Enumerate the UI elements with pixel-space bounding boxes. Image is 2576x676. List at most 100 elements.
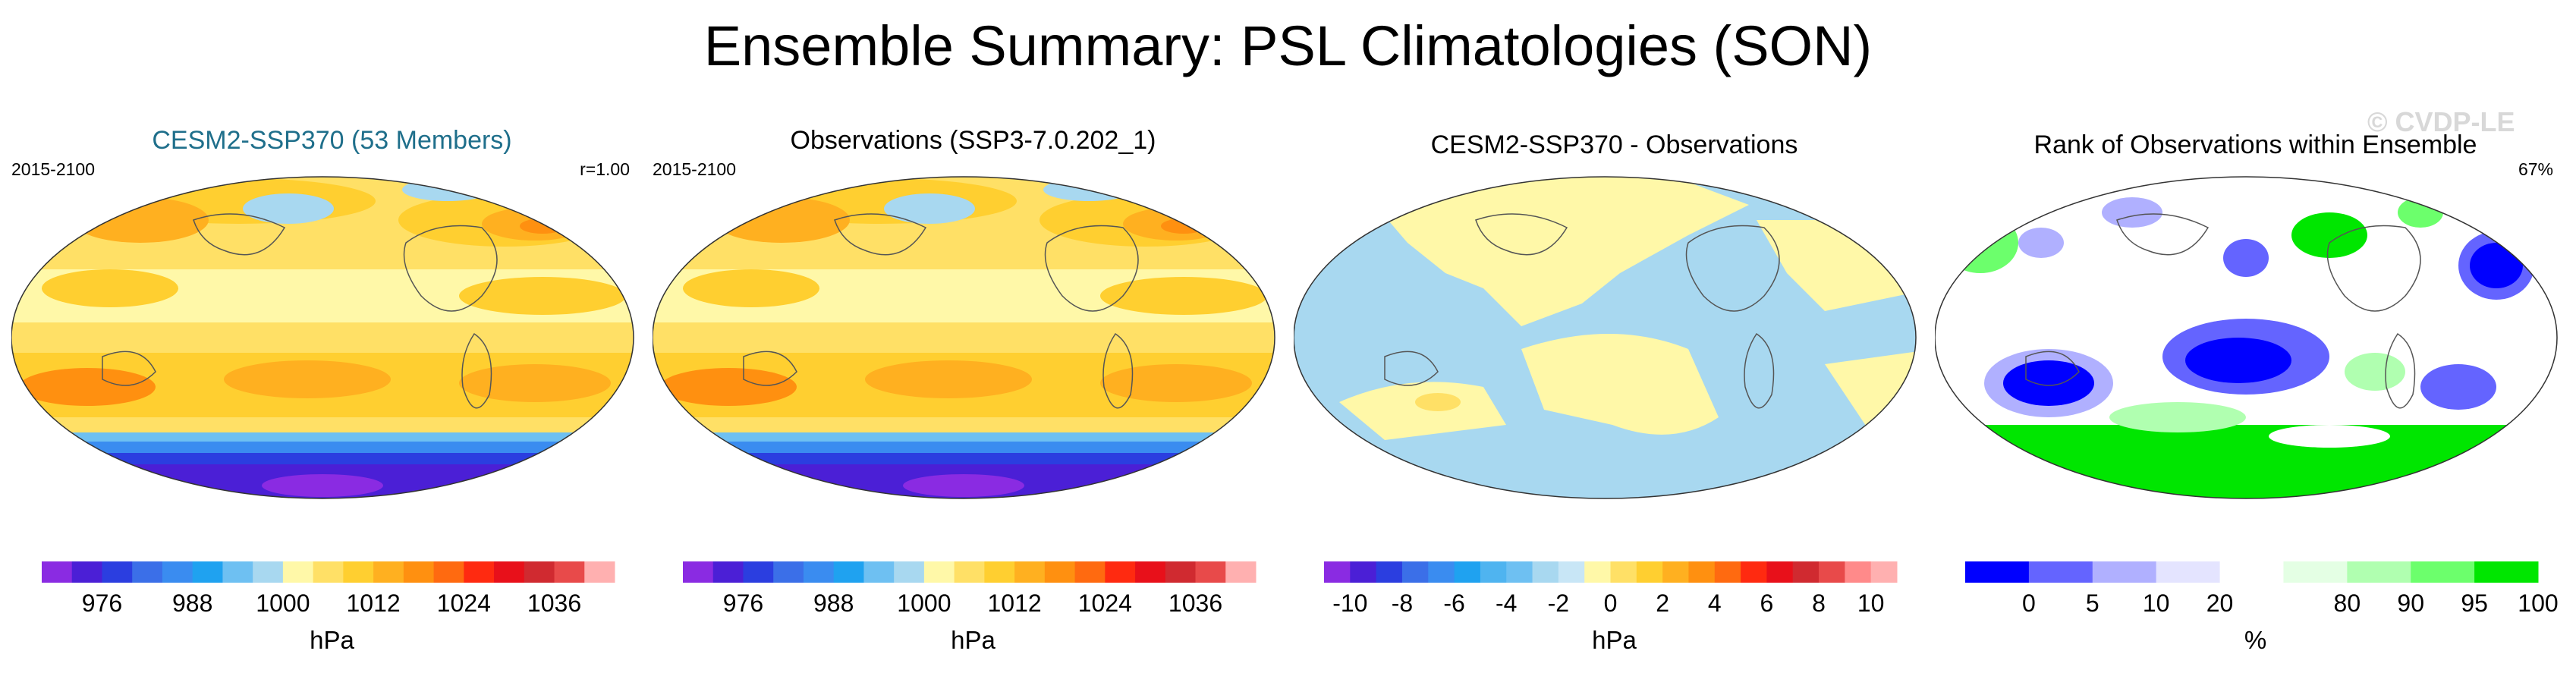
main-title: Ensemble Summary: PSL Climatologies (SON…: [703, 14, 1873, 77]
colorbar-swatch: [2092, 561, 2157, 583]
colorbar-swatch: [1636, 561, 1663, 583]
colorbar-tick-label: 10: [2143, 590, 2170, 617]
colorbar-tick-label: 1000: [897, 590, 951, 617]
colorbar-swatch: [2219, 561, 2284, 583]
colorbar-label: hPa: [310, 626, 354, 654]
correlation-label: r=1.00: [580, 159, 630, 179]
colorbar-swatch: [524, 561, 555, 583]
colorbar-swatch: [222, 561, 253, 583]
colorbar-swatch: [71, 561, 102, 583]
colorbar-swatch: [1766, 561, 1794, 583]
percent-label: 67%: [2518, 159, 2553, 179]
colorbar-swatch: [554, 561, 585, 583]
colorbar-swatch: [1165, 561, 1197, 583]
colorbar-swatch: [584, 561, 615, 583]
colorbar-swatch: [2156, 561, 2221, 583]
colorbar-tick-label: 1012: [347, 590, 401, 617]
colorbar-swatch: [1324, 561, 1351, 583]
colorbar-swatch: [923, 561, 955, 583]
colorbar-swatch: [1870, 561, 1898, 583]
psl-map: [11, 176, 634, 499]
colorbar-tick-label: 5: [2086, 590, 2099, 617]
colorbar-swatch: [1480, 561, 1507, 583]
colorbar-swatch: [773, 561, 804, 583]
colorbar-tick-label: 0: [1604, 590, 1618, 617]
colorbar-swatch: [313, 561, 344, 583]
colorbar-tick-label: 988: [172, 590, 212, 617]
period-label: 2015-2100: [11, 159, 95, 179]
colorbar-tick-label: 10: [1857, 590, 1885, 617]
colorbar-swatch: [42, 561, 73, 583]
colorbar-label: %: [2244, 626, 2267, 654]
colorbar-swatch: [1225, 561, 1257, 583]
colorbar-swatch: [1506, 561, 1533, 583]
colorbar-swatch: [1741, 561, 1767, 583]
colorbar-swatch: [464, 561, 495, 583]
panel-difference: CESM2-SSP370 - Observations -10 -8 -6 -4 -2 0…: [1294, 114, 1935, 676]
colorbar-swatch: [102, 561, 133, 583]
panel-observations: Observations (SSP3-7.0.202_1) 2015-2100: [653, 114, 1294, 676]
colorbar-swatch: [1532, 561, 1559, 583]
colorbar-label: hPa: [951, 626, 995, 654]
colorbar-swatch: [743, 561, 774, 583]
colorbar-swatch: [403, 561, 435, 583]
colorbar-swatch: [1135, 561, 1166, 583]
colorbar-tick-label: 20: [2206, 590, 2234, 617]
colorbar-swatch: [712, 561, 744, 583]
colorbar-tick-label: 2: [1656, 590, 1669, 617]
colorbar-tick-label: 95: [2461, 590, 2488, 617]
colorbar-swatch: [1401, 561, 1429, 583]
colorbar-swatch: [373, 561, 404, 583]
colorbar-swatch: [1376, 561, 1403, 583]
colorbar-swatch: [2283, 561, 2348, 583]
colorbar-swatch: [954, 561, 985, 583]
colorbar-swatch: [343, 561, 374, 583]
colorbar-swatch: [1195, 561, 1226, 583]
panel-rank: Rank of Observations within Ensemble 67%: [1935, 114, 2576, 676]
watermark: © CVDP-LE: [2367, 106, 2515, 137]
colorbar-tick-label: -4: [1496, 590, 1517, 617]
colorbar-swatch: [894, 561, 925, 583]
colorbar-swatch: [683, 561, 714, 583]
colorbar-tick-label: 988: [813, 590, 854, 617]
colorbar-tick-label: -2: [1548, 590, 1569, 617]
colorbar-tick-label: 1000: [256, 590, 310, 617]
colorbar-tick-label: 1012: [988, 590, 1042, 617]
colorbar-swatch: [1428, 561, 1455, 583]
colorbar-tick-label: 90: [2397, 590, 2424, 617]
colorbar-swatch: [494, 561, 525, 583]
colorbar: -10 -8 -6 -4 -2 0 2 4 6 8 10: [1324, 561, 1898, 617]
colorbar-tick-label: 976: [82, 590, 122, 617]
colorbar-swatch: [1714, 561, 1741, 583]
colorbar-swatch: [1688, 561, 1716, 583]
colorbar-swatch: [1105, 561, 1136, 583]
colorbar-tick-label: 0: [2022, 590, 2036, 617]
colorbar: 976 988 1000 1012 1024 1036: [42, 561, 615, 617]
colorbar-swatch: [1014, 561, 1046, 583]
colorbar-tick-label: 100: [2518, 590, 2558, 617]
colorbar-swatch: [433, 561, 464, 583]
colorbar-tick-label: -10: [1332, 590, 1367, 617]
colorbar-swatch: [2347, 561, 2411, 583]
colorbar-swatch: [2474, 561, 2539, 583]
colorbar-label: hPa: [1592, 626, 1637, 654]
colorbar-swatch: [162, 561, 193, 583]
colorbar-tick-label: -6: [1443, 590, 1464, 617]
panel-title: CESM2-SSP370 - Observations: [1430, 130, 1798, 159]
panel-title: Rank of Observations within Ensemble: [2033, 130, 2477, 159]
colorbar-tick-label: 4: [1708, 590, 1722, 617]
panel-ensemble-mean: CESM2-SSP370 (53 Members) 2015-2100 r=1.…: [11, 114, 653, 676]
colorbar-tick-label: 1036: [1168, 590, 1222, 617]
colorbar-tick-label: 976: [723, 590, 763, 617]
colorbar-tick-label: 1036: [527, 590, 581, 617]
colorbar-swatch: [803, 561, 835, 583]
colorbar-swatch: [863, 561, 895, 583]
panel-title: CESM2-SSP370 (53 Members): [152, 126, 512, 155]
colorbar-swatch: [1044, 561, 1076, 583]
colorbar-swatch: [833, 561, 864, 583]
colorbar-swatch: [1584, 561, 1611, 583]
colorbar-swatch: [1454, 561, 1481, 583]
colorbar-swatch: [253, 561, 284, 583]
colorbar-swatch: [1558, 561, 1585, 583]
colorbar: 976 988 1000 1012 1024 1036: [683, 561, 1257, 617]
